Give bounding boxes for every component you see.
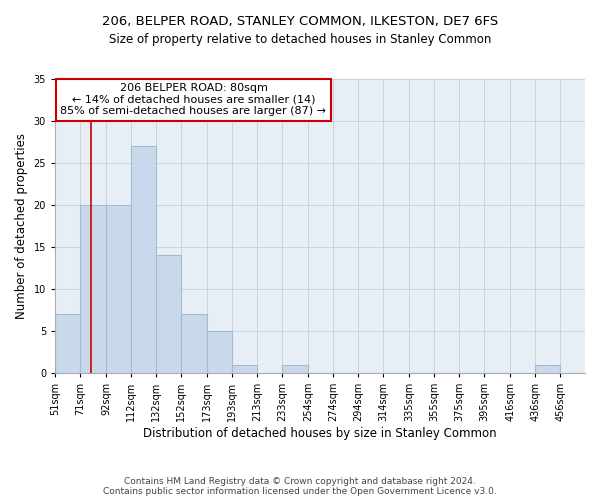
- Text: Contains public sector information licensed under the Open Government Licence v3: Contains public sector information licen…: [103, 487, 497, 496]
- Bar: [232, 364, 257, 373]
- Text: Contains HM Land Registry data © Crown copyright and database right 2024.: Contains HM Land Registry data © Crown c…: [124, 477, 476, 486]
- Bar: [156, 256, 181, 373]
- Bar: [55, 314, 80, 373]
- Y-axis label: Number of detached properties: Number of detached properties: [15, 133, 28, 319]
- Text: 206 BELPER ROAD: 80sqm
← 14% of detached houses are smaller (14)
85% of semi-det: 206 BELPER ROAD: 80sqm ← 14% of detached…: [61, 83, 326, 116]
- Bar: [80, 205, 106, 373]
- Bar: [282, 364, 308, 373]
- Bar: [106, 205, 131, 373]
- Bar: [131, 146, 156, 373]
- Text: 206, BELPER ROAD, STANLEY COMMON, ILKESTON, DE7 6FS: 206, BELPER ROAD, STANLEY COMMON, ILKEST…: [102, 15, 498, 28]
- X-axis label: Distribution of detached houses by size in Stanley Common: Distribution of detached houses by size …: [143, 427, 497, 440]
- Text: Size of property relative to detached houses in Stanley Common: Size of property relative to detached ho…: [109, 32, 491, 46]
- Bar: [535, 364, 560, 373]
- Bar: [207, 331, 232, 373]
- Bar: [181, 314, 207, 373]
